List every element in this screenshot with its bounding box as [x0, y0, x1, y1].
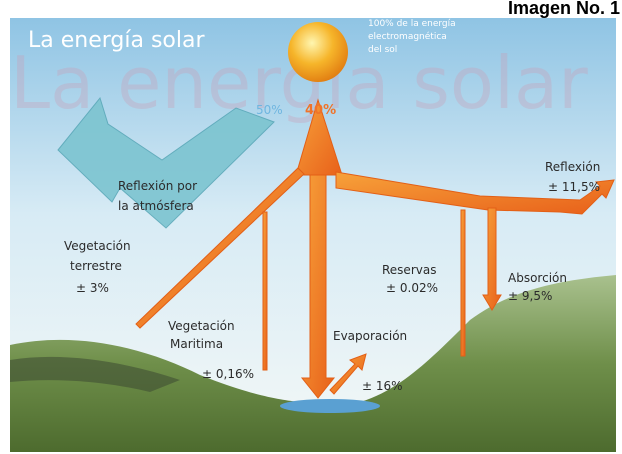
label: Vegetación — [168, 319, 235, 333]
sun-caption: electromagnética — [368, 31, 447, 42]
sun-caption: del sol — [368, 45, 397, 55]
label: la atmósfera — [118, 199, 194, 213]
label: ± 16% — [362, 379, 403, 393]
label: Maritima — [170, 337, 223, 351]
title: La energía solar — [28, 28, 205, 53]
label: Vegetación — [64, 239, 131, 253]
image-label: Imagen No. 1 — [508, 0, 620, 18]
hills — [10, 275, 616, 452]
label: ± 3% — [76, 281, 109, 295]
label: Evaporación — [333, 329, 407, 343]
percent-peak: 40% — [305, 103, 336, 118]
sun-caption: 100% de la energía — [368, 19, 456, 29]
atmosphere-reflection-arrow — [57, 96, 275, 229]
water — [280, 399, 380, 413]
sun — [288, 22, 348, 82]
label: Reflexión — [545, 160, 600, 174]
label: Reservas — [382, 263, 436, 277]
energy-flows — [135, 98, 615, 399]
percent-atmosphere: 50% — [256, 103, 283, 117]
label: Reflexión por — [118, 179, 197, 193]
label: ± 9,5% — [508, 289, 552, 303]
label: terrestre — [70, 259, 122, 273]
shore-rocks — [10, 356, 180, 392]
label: ± 0,16% — [202, 367, 254, 381]
label: Absorción — [508, 271, 567, 285]
label: ± 0.02% — [386, 281, 438, 295]
label: ± 11,5% — [548, 180, 600, 194]
